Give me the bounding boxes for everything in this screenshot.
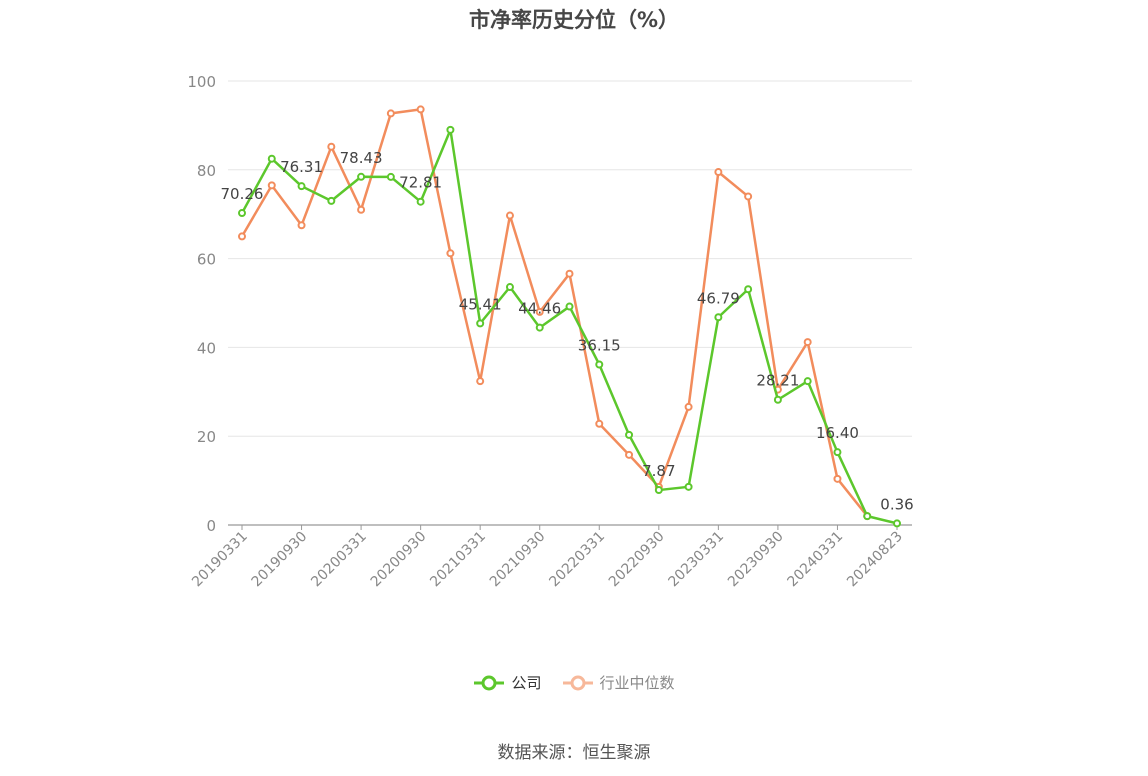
y-tick-label: 60: [197, 251, 216, 269]
data-point-industry: [238, 232, 246, 241]
data-point-company: [416, 197, 425, 206]
x-tick-label: 20220930: [606, 529, 668, 591]
data-label: 28.21: [756, 372, 799, 390]
x-tick-label: 20240331: [785, 529, 847, 591]
data-label: 36.15: [578, 336, 621, 354]
data-point-industry: [357, 205, 366, 214]
data-label: 70.26: [221, 185, 264, 203]
data-point-company: [833, 448, 842, 457]
x-tick-label: 20220331: [546, 529, 608, 591]
series-layer: [238, 105, 901, 528]
data-label-layer: 70.26 76.31 78.43 72.81 45.41 44.46 36.15 7.87 4…: [221, 149, 914, 514]
legend-label-company: 公司: [511, 674, 542, 692]
data-label: 46.79: [697, 289, 740, 307]
x-tick-label: 20210331: [427, 529, 489, 591]
data-label: 72.81: [399, 174, 442, 192]
data-label: 7.87: [642, 462, 675, 480]
data-label: 0.36: [880, 495, 913, 513]
y-tick-label: 40: [197, 339, 216, 357]
data-point-industry: [416, 105, 425, 114]
data-point-company: [238, 209, 246, 218]
legend-label-industry: 行业中位数: [599, 674, 675, 692]
data-point-company: [803, 377, 812, 386]
data-point-industry: [744, 192, 753, 201]
x-tick-label: 20190331: [189, 529, 251, 591]
x-tick-label: 20200331: [308, 529, 370, 591]
data-point-industry: [803, 338, 812, 347]
series-line-company: [240, 128, 898, 525]
data-point-company: [684, 482, 693, 491]
data-point-company: [535, 323, 544, 332]
data-point-company: [565, 302, 574, 311]
data-label: 44.46: [518, 300, 561, 318]
data-point-industry: [267, 181, 276, 190]
data-point-industry: [625, 450, 634, 459]
legend-item-company[interactable]: 公司: [473, 672, 542, 693]
data-point-company: [386, 172, 395, 181]
data-point-industry: [684, 402, 693, 411]
data-point-company: [505, 283, 514, 292]
data-point-company: [773, 395, 782, 404]
data-label: 76.31: [280, 158, 323, 176]
data-point-industry: [446, 249, 455, 258]
x-tick-label: 20240823: [844, 529, 906, 591]
y-tick-label: 0: [206, 517, 216, 535]
data-label: 16.40: [816, 424, 859, 442]
x-tick-label: 20190930: [249, 529, 311, 591]
data-point-company: [297, 182, 306, 191]
data-label: 45.41: [459, 295, 502, 313]
source-note: 数据来源：恒生聚源: [497, 743, 651, 763]
x-tick-label: 20230930: [725, 529, 787, 591]
x-tick-label: 20230331: [665, 529, 727, 591]
data-point-company: [476, 319, 485, 328]
data-point-industry: [297, 221, 306, 230]
data-point-company: [357, 172, 366, 181]
data-point-industry: [327, 142, 336, 151]
legend-industry-icon: [562, 675, 593, 690]
data-point-industry: [386, 109, 395, 118]
series-line-industry: [240, 108, 869, 517]
data-point-industry: [505, 211, 514, 220]
data-point-company: [714, 313, 723, 322]
data-point-company: [893, 519, 901, 528]
data-label: 78.43: [340, 149, 383, 167]
legend-company-icon: [474, 675, 505, 690]
y-tick-label: 100: [187, 73, 216, 91]
data-point-industry: [565, 269, 574, 278]
y-tick-label: 80: [197, 162, 216, 180]
data-point-industry: [535, 307, 544, 316]
legend-item-industry[interactable]: 行业中位数: [562, 672, 675, 693]
chart-title: 市净率历史分位（%）: [468, 8, 680, 32]
data-point-industry: [833, 474, 842, 483]
x-tick-label: 20200930: [368, 529, 430, 591]
legend: 公司 行业中位数: [0, 672, 1148, 693]
data-point-company: [625, 430, 634, 439]
data-point-company: [327, 196, 336, 205]
data-point-industry: [714, 168, 723, 177]
data-point-company: [654, 486, 663, 495]
data-point-industry: [595, 419, 604, 428]
data-point-company: [446, 125, 455, 134]
axis-layer: 0 20 40 60 80 100 2019033120190930202003312020…: [187, 73, 912, 590]
data-point-company: [863, 512, 872, 521]
x-tick-label: 20210930: [487, 529, 549, 591]
data-point-company: [267, 154, 276, 163]
data-point-company: [595, 360, 604, 369]
data-point-industry: [476, 377, 485, 386]
y-tick-label: 20: [197, 428, 216, 446]
data-point-company: [744, 285, 753, 294]
